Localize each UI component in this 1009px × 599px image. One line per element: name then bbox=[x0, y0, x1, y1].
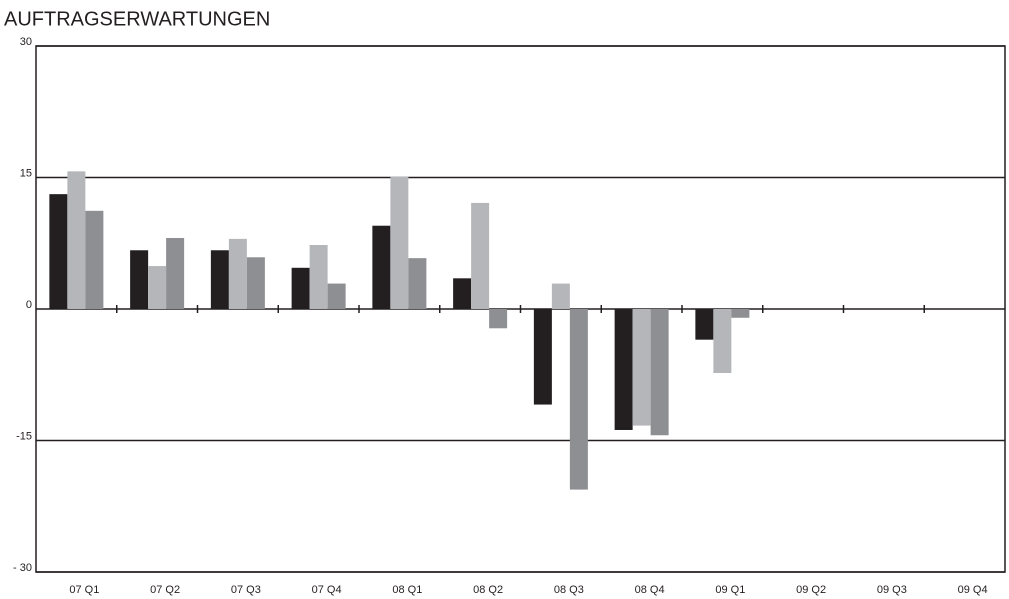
bar bbox=[471, 202, 490, 309]
bar bbox=[210, 250, 229, 309]
bar bbox=[327, 283, 346, 309]
x-tick-label: 09 Q2 bbox=[796, 584, 826, 596]
bar bbox=[309, 245, 328, 309]
bar bbox=[632, 309, 651, 426]
bar bbox=[85, 210, 104, 309]
x-tick-label: 09 Q1 bbox=[715, 584, 745, 596]
chart-title: AUFTRAGSERWARTUNGEN bbox=[4, 8, 270, 30]
x-tick-label: 07 Q2 bbox=[150, 584, 180, 596]
x-tick-label: 07 Q1 bbox=[69, 584, 99, 596]
bar bbox=[695, 309, 714, 340]
y-tick-label: - 30 bbox=[13, 562, 32, 574]
x-tick-label: 07 Q3 bbox=[231, 584, 261, 596]
bar bbox=[246, 257, 265, 309]
bar bbox=[130, 250, 149, 309]
bar bbox=[228, 238, 247, 309]
x-tick-label: 09 Q3 bbox=[877, 584, 907, 596]
bar bbox=[291, 267, 310, 309]
y-tick-label: 0 bbox=[26, 299, 32, 311]
bar bbox=[650, 309, 669, 436]
bar bbox=[533, 309, 552, 405]
bar bbox=[408, 258, 427, 309]
bar bbox=[67, 171, 86, 309]
bar bbox=[390, 176, 409, 309]
bar bbox=[453, 278, 472, 309]
bar bbox=[49, 194, 68, 309]
x-tick-label: 07 Q4 bbox=[312, 584, 342, 596]
bar bbox=[166, 237, 185, 309]
bar bbox=[731, 309, 750, 318]
x-tick-label: 08 Q4 bbox=[635, 584, 665, 596]
x-tick-label: 08 Q3 bbox=[554, 584, 584, 596]
bar bbox=[569, 309, 588, 490]
bar bbox=[614, 309, 633, 430]
bar bbox=[713, 309, 732, 373]
y-tick-label: 15 bbox=[20, 167, 32, 179]
x-tick-label: 08 Q1 bbox=[392, 584, 422, 596]
bar bbox=[489, 309, 508, 329]
x-tick-label: 08 Q2 bbox=[473, 584, 503, 596]
bar bbox=[148, 266, 167, 309]
y-tick-label: -15 bbox=[16, 430, 32, 442]
y-tick-label: 30 bbox=[20, 36, 32, 48]
bar bbox=[551, 283, 570, 309]
x-tick-label: 09 Q4 bbox=[958, 584, 988, 596]
bar bbox=[372, 225, 391, 309]
